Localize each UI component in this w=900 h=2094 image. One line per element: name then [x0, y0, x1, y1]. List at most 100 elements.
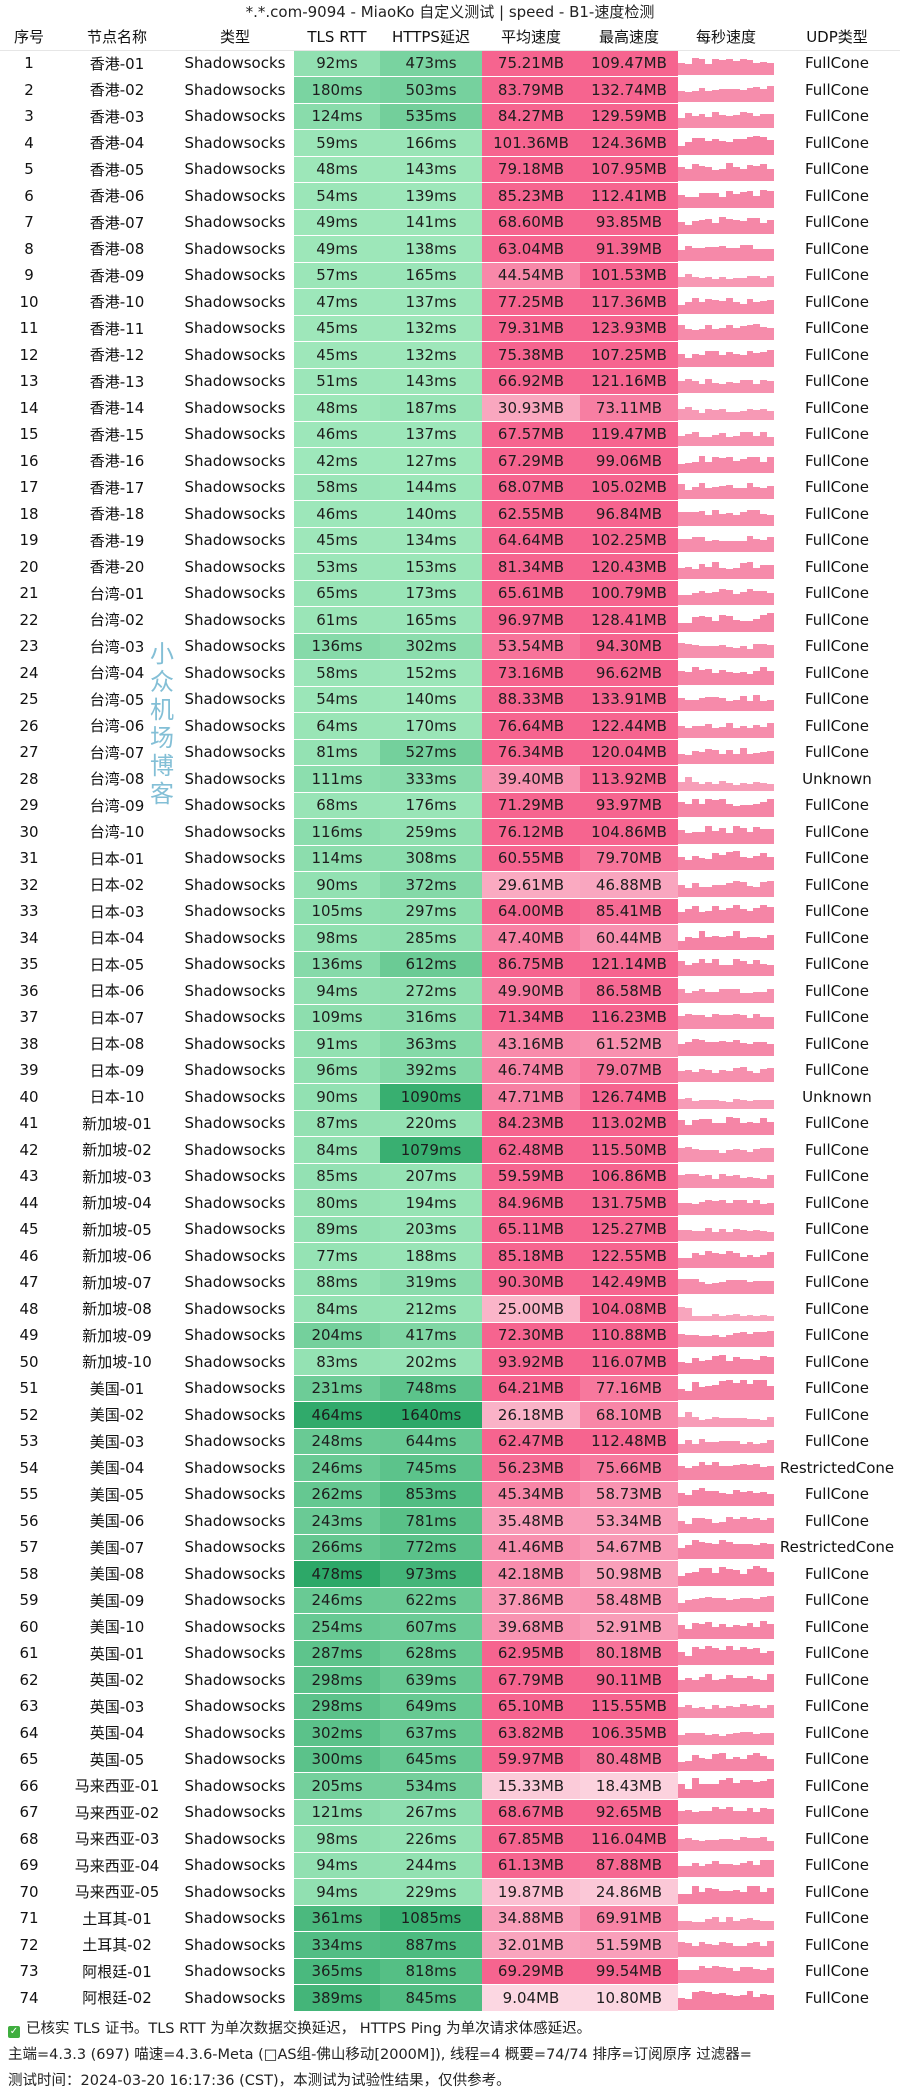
row-node-name: 香港-17	[58, 474, 176, 501]
header-udp-type[interactable]: UDP类型	[774, 24, 900, 51]
header-node-name[interactable]: 节点名称	[58, 24, 176, 51]
row-node-name: 台湾-05	[58, 686, 176, 713]
header-type[interactable]: 类型	[176, 24, 294, 51]
sparkline-bar	[712, 409, 720, 420]
sparkline-bar	[712, 1648, 720, 1666]
header-tls-rtt[interactable]: TLS RTT	[294, 24, 380, 51]
sparkline-bar	[678, 1416, 685, 1427]
row-avg-speed: 65.10MB	[482, 1693, 580, 1720]
sparkline-bar	[678, 325, 685, 341]
sparkline-bar	[760, 937, 768, 950]
table-row: 55 美国-05 Shadowsocks 262ms 853ms 45.34MB 58.73…	[0, 1481, 900, 1508]
row-tls-rtt: 91ms	[294, 1030, 380, 1058]
sparkline-bar	[767, 1017, 774, 1030]
sparkline-bar	[746, 783, 754, 791]
header-avg-speed[interactable]: 平均速度	[482, 24, 580, 51]
sparkline-bar	[719, 645, 727, 659]
row-index: 41	[0, 1110, 58, 1137]
row-https-latency: 622ms	[380, 1587, 482, 1614]
sparkline-bar	[719, 277, 727, 288]
sparkline-bar	[739, 992, 747, 1003]
row-udp-type: FullCone	[774, 182, 900, 210]
row-max-speed: 128.41MB	[580, 606, 678, 634]
header-https-latency[interactable]: HTTPS延迟	[380, 24, 482, 51]
row-speed-sparkline	[678, 1004, 774, 1031]
row-node-name: 香港-03	[58, 103, 176, 130]
sparkline-bar	[719, 1337, 727, 1348]
row-https-latency: 1085ms	[380, 1905, 482, 1932]
row-avg-speed: 73.16MB	[482, 659, 580, 687]
row-udp-type: FullCone	[774, 76, 900, 104]
sparkline-bar	[691, 330, 699, 341]
row-tls-rtt: 49ms	[294, 235, 380, 263]
sparkline-bar	[753, 1941, 761, 1957]
row-avg-speed: 76.34MB	[482, 739, 580, 766]
row-node-name: 台湾-09	[58, 792, 176, 819]
table-row: 28 台湾-08 Shadowsocks 111ms 333ms 39.40MB 113.9…	[0, 765, 900, 793]
speed-sparkline	[678, 422, 774, 447]
sparkline-bar	[739, 221, 747, 235]
sparkline-bar	[767, 1778, 774, 1798]
speed-sparkline	[678, 793, 774, 818]
sparkline-bar	[712, 1861, 720, 1878]
sparkline-bar	[698, 1461, 706, 1480]
sparkline-bar	[691, 1732, 699, 1745]
sparkline-bar	[678, 1361, 685, 1374]
row-index: 36	[0, 977, 58, 1005]
row-type: Shadowsocks	[176, 1534, 294, 1561]
sparkline-bar	[719, 433, 727, 447]
row-index: 47	[0, 1269, 58, 1296]
table-row: 74 阿根廷-02 Shadowsocks 389ms 845ms 9.04MB 10.80…	[0, 1984, 900, 2012]
sparkline-bar	[691, 1038, 699, 1056]
sparkline-bar	[712, 1598, 720, 1613]
row-type: Shadowsocks	[176, 1984, 294, 2012]
row-avg-speed: 44.54MB	[482, 262, 580, 289]
sparkline-bar	[726, 1733, 733, 1745]
speed-sparkline	[678, 1270, 774, 1295]
sparkline-bar	[691, 432, 699, 447]
sparkline-bar	[767, 328, 774, 341]
sparkline-bar	[726, 852, 733, 871]
sparkline-bar	[678, 1306, 685, 1321]
row-type: Shadowsocks	[176, 1746, 294, 1773]
row-udp-type: FullCone	[774, 1693, 900, 1720]
row-node-name: 台湾-07	[58, 739, 176, 766]
row-tls-rtt: 109ms	[294, 1004, 380, 1031]
row-tls-rtt: 81ms	[294, 739, 380, 766]
sparkline-bar	[698, 886, 706, 897]
row-max-speed: 104.86MB	[580, 818, 678, 846]
sparkline-bar	[753, 1599, 761, 1613]
row-https-latency: 887ms	[380, 1931, 482, 1959]
row-node-name: 日本-02	[58, 871, 176, 899]
row-tls-rtt: 254ms	[294, 1613, 380, 1641]
sparkline-bar	[719, 1152, 727, 1162]
sparkline-bar	[753, 1493, 761, 1507]
row-speed-sparkline	[678, 606, 774, 634]
sparkline-bar	[684, 832, 692, 844]
sparkline-bar	[684, 1545, 692, 1560]
sparkline-bar	[712, 1099, 720, 1109]
row-https-latency: 772ms	[380, 1534, 482, 1561]
row-type: Shadowsocks	[176, 924, 294, 952]
header-max-speed[interactable]: 最高速度	[580, 24, 678, 51]
row-udp-type: FullCone	[774, 1613, 900, 1641]
sparkline-bar	[746, 536, 754, 553]
sparkline-bar	[732, 1707, 740, 1719]
speed-sparkline	[678, 767, 774, 791]
row-speed-sparkline	[678, 368, 774, 395]
row-node-name: 香港-15	[58, 421, 176, 448]
row-avg-speed: 25.00MB	[482, 1295, 580, 1323]
sparkline-bar	[726, 382, 733, 394]
sparkline-bar	[691, 1444, 699, 1454]
header-per-second-speed[interactable]: 每秒速度	[678, 24, 774, 51]
sparkline-bar	[719, 1566, 727, 1586]
sparkline-bar	[705, 1464, 713, 1480]
sparkline-bar	[739, 1332, 747, 1348]
sparkline-bar	[698, 437, 706, 447]
sparkline-bar	[746, 1100, 754, 1109]
header-index[interactable]: 序号	[0, 24, 58, 51]
sparkline-bar	[678, 884, 685, 897]
row-max-speed: 120.04MB	[580, 739, 678, 766]
row-node-name: 英国-04	[58, 1719, 176, 1747]
sparkline-bar	[698, 1282, 706, 1295]
